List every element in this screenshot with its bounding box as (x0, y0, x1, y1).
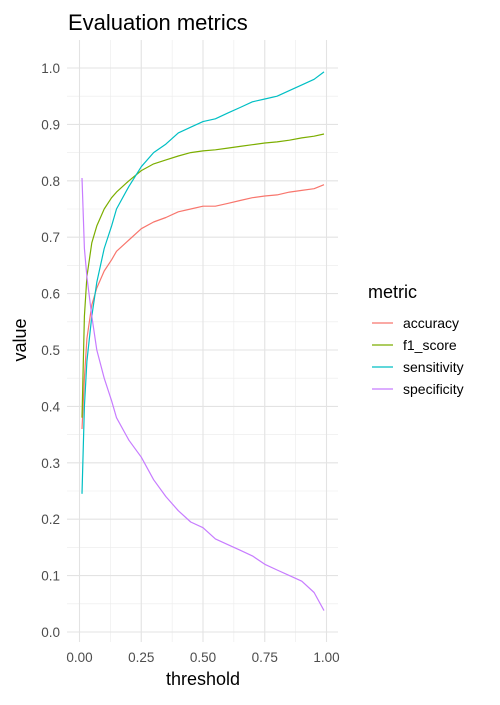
x-tick-label: 0.00 (66, 650, 92, 665)
x-tick-label: 0.75 (252, 650, 278, 665)
legend-label-f1-score: f1_score (403, 337, 457, 353)
y-tick-label: 0.1 (41, 569, 60, 584)
y-axis-label: value (10, 318, 30, 361)
legend-label-accuracy: accuracy (403, 315, 459, 331)
legend-label-sensitivity: sensitivity (403, 359, 464, 375)
x-axis-label: threshold (166, 669, 240, 689)
series-lines (81, 71, 325, 611)
y-tick-label: 0.3 (41, 456, 60, 471)
y-tick-label: 0.4 (41, 399, 60, 414)
y-tick-label: 0.0 (41, 625, 60, 640)
y-tick-label: 0.9 (41, 117, 60, 132)
y-tick-label: 0.6 (41, 287, 60, 302)
x-axis-ticks: 0.00 0.25 0.50 0.75 1.00 (66, 650, 339, 665)
x-tick-label: 1.00 (313, 650, 339, 665)
y-tick-label: 0.7 (41, 230, 60, 245)
series-line-f1-score (81, 133, 325, 418)
series-line-accuracy (81, 184, 325, 430)
y-tick-label: 1.0 (41, 61, 60, 76)
chart-title: Evaluation metrics (68, 10, 248, 35)
legend-items: accuracy f1_score sensitivity specificity (372, 315, 464, 397)
series-line-sensitivity (81, 71, 325, 494)
legend-title: metric (368, 282, 417, 302)
y-axis-ticks: 0.0 0.1 0.2 0.3 0.4 0.5 0.6 0.7 0.8 0.9 1.0 (41, 61, 60, 640)
legend-label-specificity: specificity (403, 381, 464, 397)
grid-lines (67, 40, 338, 642)
x-tick-label: 0.50 (190, 650, 216, 665)
y-tick-label: 0.5 (41, 343, 60, 358)
y-tick-label: 0.2 (41, 512, 60, 527)
series-line-specificity (81, 177, 325, 611)
legend: metric accuracy f1_score sensitivity specif… (368, 282, 464, 397)
y-tick-label: 0.8 (41, 174, 60, 189)
x-tick-label: 0.25 (128, 650, 154, 665)
